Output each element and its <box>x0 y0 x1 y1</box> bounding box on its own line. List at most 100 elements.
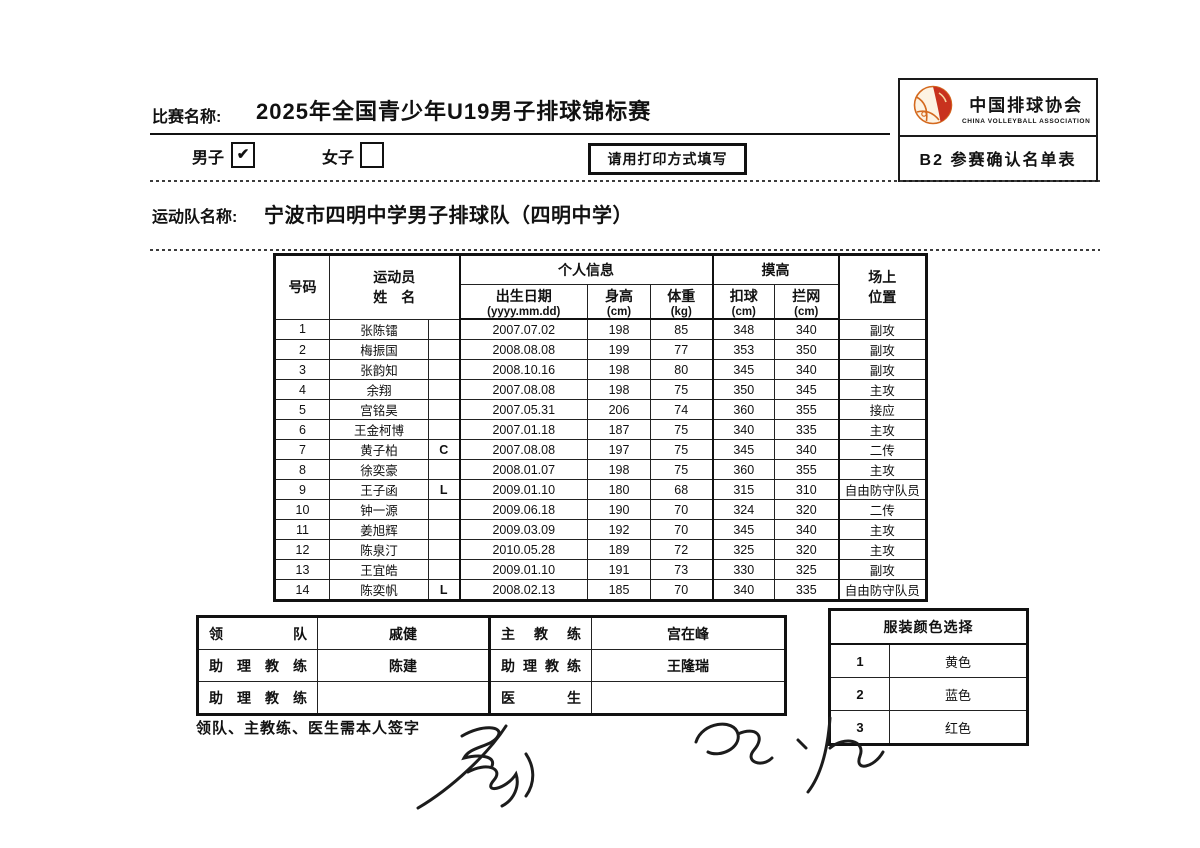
player-position: 自由防守队员 <box>837 479 927 500</box>
association-header-box: 中国排球协会 CHINA VOLLEYBALL ASSOCIATION B2 参… <box>898 78 1098 182</box>
player-block: 340 <box>774 318 839 340</box>
player-number: 13 <box>274 559 330 580</box>
player-block: 340 <box>774 439 839 460</box>
table-row: 10 钟一源 2009.06.18 190 70 324 320 二传 <box>274 499 927 520</box>
print-instruction-text: 请用打印方式填写 <box>607 151 728 167</box>
player-role <box>428 399 460 420</box>
female-checkbox[interactable] <box>360 142 384 168</box>
player-role <box>428 339 460 360</box>
competition-name-value: 2025年全国青少年U19男子排球锦标赛 <box>256 99 652 124</box>
player-position: 二传 <box>837 499 927 520</box>
player-position: 主攻 <box>837 379 927 400</box>
player-name: 张陈镭 <box>329 318 429 340</box>
player-position: 副攻 <box>837 339 927 360</box>
player-height: 199 <box>587 339 651 360</box>
table-row: 1 张陈镭 2007.07.02 198 85 348 340 副攻 <box>274 318 927 340</box>
player-birth: 2007.08.08 <box>458 439 588 460</box>
dotted-divider-table <box>150 249 1100 251</box>
player-position: 副攻 <box>837 359 927 380</box>
player-weight: 70 <box>650 499 713 520</box>
player-number: 8 <box>274 459 330 480</box>
player-name: 王子函 <box>329 479 429 500</box>
uniform-row: 3 红色 <box>829 710 1028 745</box>
staff-row: 助理教练 陈建 助理教练 王隆瑞 <box>197 649 786 682</box>
table-row: 4 余翔 2007.08.08 198 75 350 345 主攻 <box>274 379 927 400</box>
player-birth: 2009.01.10 <box>458 479 588 500</box>
staff-name-value: 宫在峰 <box>591 616 786 650</box>
player-position: 自由防守队员 <box>837 579 927 601</box>
player-weight: 74 <box>650 399 713 420</box>
player-block: 340 <box>774 519 839 540</box>
team-leader-signature <box>416 724 535 810</box>
uniform-option-number: 3 <box>829 710 890 745</box>
staff-role-label: 领队 <box>197 616 318 650</box>
player-weight: 75 <box>650 379 713 400</box>
col-header-reach: 摸高 <box>711 254 839 285</box>
roster-body: 1 张陈镭 2007.07.02 198 85 348 340 副攻 2 梅振国 2008.08.0… <box>274 318 927 601</box>
player-weight: 77 <box>650 339 713 360</box>
player-name: 宫铭昊 <box>329 399 429 420</box>
player-spike: 315 <box>711 479 775 500</box>
player-weight: 80 <box>650 359 713 380</box>
col-header-birthdate: 出生日期 (yyyy.mm.dd) <box>458 284 588 320</box>
player-number: 14 <box>274 579 330 601</box>
player-name: 张韵知 <box>329 359 429 380</box>
player-name: 余翔 <box>329 379 429 400</box>
col-header-number: 号码 <box>274 254 330 320</box>
table-row: 2 梅振国 2008.08.08 199 77 353 350 副攻 <box>274 339 927 360</box>
player-birth: 2008.01.07 <box>458 459 588 480</box>
player-birth: 2008.02.13 <box>458 579 588 601</box>
player-name: 徐奕豪 <box>329 459 429 480</box>
player-spike: 350 <box>711 379 775 400</box>
player-block: 325 <box>774 559 839 580</box>
uniform-title: 服装颜色选择 <box>829 609 1028 645</box>
uniform-option-number: 1 <box>829 643 890 678</box>
male-checkbox[interactable]: ✔ <box>231 142 255 168</box>
table-row: 13 王宜皓 2009.01.10 191 73 330 325 副攻 <box>274 559 927 580</box>
player-block: 350 <box>774 339 839 360</box>
player-role: L <box>428 479 460 500</box>
player-block: 310 <box>774 479 839 500</box>
table-row: 6 王金柯博 2007.01.18 187 75 340 335 主攻 <box>274 419 927 440</box>
player-height: 197 <box>587 439 651 460</box>
player-weight: 75 <box>650 419 713 440</box>
player-spike: 330 <box>711 559 775 580</box>
player-spike: 340 <box>711 579 775 601</box>
player-weight: 72 <box>650 539 713 560</box>
player-spike: 360 <box>711 399 775 420</box>
col-header-weight: 体重 (kg) <box>650 284 713 320</box>
player-birth: 2008.08.08 <box>458 339 588 360</box>
uniform-color-table: 服装颜色选择 1 黄色 2 蓝色 3 红色 <box>828 608 1029 746</box>
player-number: 5 <box>274 399 330 420</box>
table-row: 12 陈泉汀 2010.05.28 189 72 325 320 主攻 <box>274 539 927 560</box>
uniform-title-row: 服装颜色选择 <box>829 609 1028 645</box>
player-birth: 2009.06.18 <box>458 499 588 520</box>
player-block: 320 <box>774 539 839 560</box>
player-block: 335 <box>774 419 839 440</box>
col-header-athlete-name: 运动员 姓 名 <box>329 254 460 320</box>
player-weight: 70 <box>650 519 713 540</box>
player-role <box>428 499 460 520</box>
player-spike: 324 <box>711 499 775 520</box>
table-row: 7 黄子柏 C 2007.08.08 197 75 345 340 二传 <box>274 439 927 460</box>
player-role <box>428 379 460 400</box>
player-name: 陈泉汀 <box>329 539 429 560</box>
col-header-position: 场上 位置 <box>837 254 927 320</box>
staff-row: 领队 戚健 主教练 宫在峰 <box>197 616 786 650</box>
player-height: 198 <box>587 318 651 340</box>
player-weight: 85 <box>650 318 713 340</box>
player-position: 主攻 <box>837 459 927 480</box>
player-weight: 73 <box>650 559 713 580</box>
player-birth: 2009.03.09 <box>458 519 588 540</box>
staff-name-value: 陈建 <box>317 649 490 682</box>
player-position: 二传 <box>837 439 927 460</box>
player-spike: 345 <box>711 519 775 540</box>
player-birth: 2007.01.18 <box>458 419 588 440</box>
player-block: 335 <box>774 579 839 601</box>
staff-role-label: 助理教练 <box>488 649 592 682</box>
player-name: 黄子柏 <box>329 439 429 460</box>
player-role <box>428 459 460 480</box>
player-birth: 2008.10.16 <box>458 359 588 380</box>
player-block: 355 <box>774 399 839 420</box>
